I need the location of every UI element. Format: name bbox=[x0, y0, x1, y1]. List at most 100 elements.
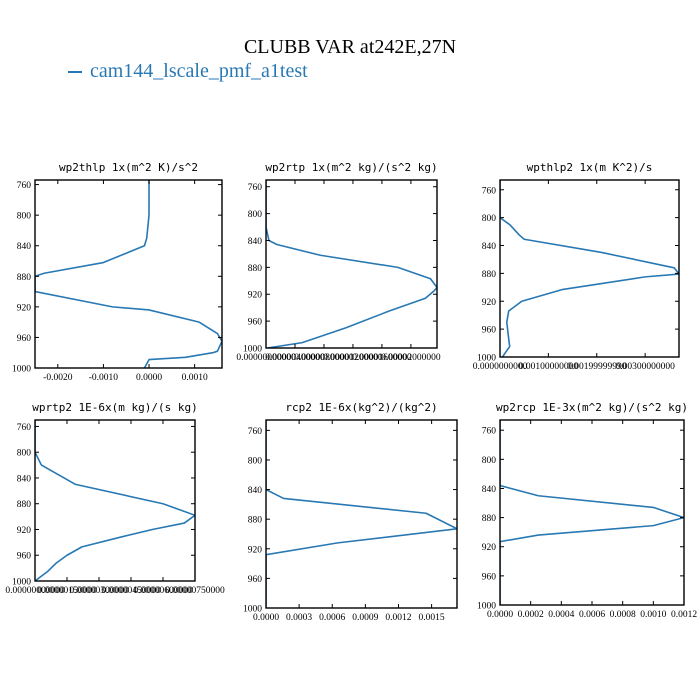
y-tick-label: 840 bbox=[17, 474, 32, 484]
y-tick-label: 920 bbox=[248, 291, 263, 301]
x-tick-label: -0.0010 bbox=[89, 373, 119, 383]
y-tick-label: 960 bbox=[482, 326, 497, 336]
x-tick-label: 0.00001200000 bbox=[323, 353, 383, 363]
x-tick-label: 0.0015 bbox=[419, 613, 445, 623]
x-tick-label: 0.00000000000 bbox=[236, 353, 296, 363]
series-line bbox=[266, 180, 437, 348]
y-tick-label: 840 bbox=[17, 242, 32, 252]
x-tick-label: 0.00300000000 bbox=[615, 362, 675, 372]
y-tick-label: 960 bbox=[248, 575, 263, 585]
y-tick-label: 840 bbox=[482, 485, 497, 495]
y-tick-label: 880 bbox=[17, 500, 32, 510]
x-tick-label: 0.0000 bbox=[136, 373, 162, 383]
plot-frame bbox=[499, 179, 680, 358]
y-tick-label: 800 bbox=[482, 214, 497, 224]
y-tick-label: 1000 bbox=[477, 354, 496, 364]
x-tick-label: 0.00000300000 bbox=[69, 586, 129, 596]
panel-1: wp2thlp 1x(m^2 K)/s^2 760 800 840 880 920 960 1… bbox=[12, 161, 223, 383]
y-tick-label: 800 bbox=[248, 210, 263, 220]
panel-title: wprtp2 1E-6x(m kg)/(s kg) bbox=[32, 401, 198, 414]
legend: cam144_lscale_pmf_a1test bbox=[68, 60, 308, 83]
y-tick-label: 1000 bbox=[243, 605, 262, 615]
series-line bbox=[35, 420, 195, 581]
y-tick-label: 880 bbox=[482, 514, 497, 524]
plot-frame bbox=[499, 419, 685, 606]
x-tick-label: 0.00000450000 bbox=[101, 586, 161, 596]
x-tick-label: 0.0002 bbox=[518, 610, 544, 620]
y-tick-label: 880 bbox=[248, 264, 263, 274]
x-tick-label: 0.0000000000 bbox=[473, 362, 528, 372]
y-tick-label: 760 bbox=[482, 427, 497, 437]
y-tick-label: 920 bbox=[17, 526, 32, 536]
x-tick-label: 0.00000750000 bbox=[165, 586, 225, 596]
x-tick-label: 0.0006 bbox=[319, 613, 345, 623]
plot-frame bbox=[34, 179, 223, 369]
x-tick-label: 0.0003 bbox=[286, 613, 312, 623]
page-title: CLUBB VAR at242E,27N bbox=[243, 36, 457, 58]
y-tick-label: 760 bbox=[17, 423, 32, 433]
plot-frame bbox=[265, 179, 438, 349]
y-tick-label: 920 bbox=[482, 543, 497, 553]
x-tick-label: 0.00002000000 bbox=[381, 353, 441, 363]
x-tick-label: 0.00000600000 bbox=[133, 586, 193, 596]
panel-5: rcp2 1E-6x(kg^2)/(kg^2) 760 800 840 880 920 96… bbox=[243, 401, 458, 623]
x-tick-label: 0.00000150000 bbox=[37, 586, 97, 596]
x-tick-label: 0.00199999990 bbox=[567, 362, 627, 372]
y-tick-label: 1000 bbox=[243, 345, 262, 355]
y-tick-label: 960 bbox=[248, 318, 263, 328]
y-tick-label: 880 bbox=[17, 273, 32, 283]
x-tick-label: 0.0012 bbox=[671, 610, 697, 620]
y-tick-label: 960 bbox=[17, 552, 32, 562]
y-tick-label: 800 bbox=[17, 212, 32, 222]
y-tick-label: 800 bbox=[482, 456, 497, 466]
x-tick-label: 0.0008 bbox=[610, 610, 636, 620]
panel-6: wp2rcp 1E-3x(m^2 kg)/(s^2 kg) 760 800 840 88… bbox=[477, 401, 697, 620]
panel-title: wp2rtp 1x(m^2 kg)/(s^2 kg) bbox=[265, 161, 437, 174]
x-tick-label: 0.0009 bbox=[352, 613, 378, 623]
x-tick-label: 0.00000400000 bbox=[265, 353, 325, 363]
y-tick-label: 920 bbox=[248, 545, 263, 555]
series-line bbox=[266, 420, 457, 608]
series-line bbox=[500, 180, 679, 357]
panel-4: wprtp2 1E-6x(m kg)/(s kg)760 800 840 880 920… bbox=[5, 401, 225, 596]
y-tick-label: 760 bbox=[248, 427, 263, 437]
y-tick-label: 1000 bbox=[477, 602, 496, 612]
y-tick-label: 760 bbox=[17, 181, 32, 191]
x-tick-label: 0.00001600000 bbox=[352, 353, 412, 363]
y-tick-label: 1000 bbox=[12, 365, 31, 375]
panel-title: wpthlp2 1x(m K^2)/s bbox=[527, 161, 653, 174]
y-tick-label: 960 bbox=[482, 572, 497, 582]
y-tick-label: 840 bbox=[248, 486, 263, 496]
x-tick-label: 0.0004 bbox=[548, 610, 574, 620]
x-tick-label: 0.00000800000 bbox=[294, 353, 354, 363]
x-tick-label: 0.00000000000 bbox=[5, 586, 65, 596]
panel-3: wpthlp2 1x(m K^2)/s 760 800 840 880 920 960 100… bbox=[473, 161, 680, 372]
legend-label: cam144_lscale_pmf_a1test bbox=[90, 60, 308, 82]
y-tick-label: 880 bbox=[482, 270, 497, 280]
legend-swatch bbox=[68, 71, 82, 74]
y-tick-label: 920 bbox=[482, 298, 497, 308]
y-tick-label: 920 bbox=[17, 303, 32, 313]
x-tick-label: 0.0006 bbox=[579, 610, 605, 620]
y-tick-label: 880 bbox=[248, 516, 263, 526]
x-tick-label: 0.0010 bbox=[182, 373, 208, 383]
y-tick-label: 760 bbox=[482, 186, 497, 196]
series-line bbox=[500, 420, 684, 605]
y-tick-label: 800 bbox=[248, 456, 263, 466]
x-tick-label: 0.0010 bbox=[640, 610, 666, 620]
y-tick-label: 760 bbox=[248, 183, 263, 193]
plot-frame bbox=[34, 419, 196, 582]
y-tick-label: 840 bbox=[248, 237, 263, 247]
x-tick-label: -0.0020 bbox=[43, 373, 73, 383]
panel-title: wp2rcp 1E-3x(m^2 kg)/(s^2 kg) bbox=[496, 401, 688, 414]
x-tick-label: 0.0000 bbox=[253, 613, 279, 623]
panel-2: wp2rtp 1x(m^2 kg)/(s^2 kg)760 800 840 880 92… bbox=[236, 161, 441, 363]
y-tick-label: 800 bbox=[17, 449, 32, 459]
y-tick-label: 960 bbox=[17, 334, 32, 344]
y-tick-label: 1000 bbox=[12, 578, 31, 588]
x-tick-label: 0.0000 bbox=[487, 610, 513, 620]
panel-title: rcp2 1E-6x(kg^2)/(kg^2) bbox=[285, 401, 437, 414]
panel-title: wp2thlp 1x(m^2 K)/s^2 bbox=[59, 161, 198, 174]
